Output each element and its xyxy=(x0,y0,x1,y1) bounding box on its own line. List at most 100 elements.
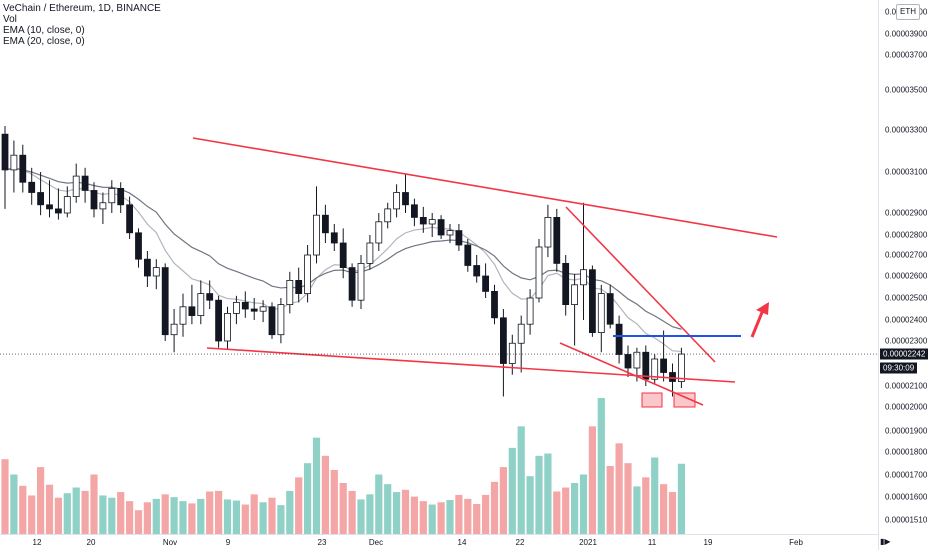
candle-body xyxy=(669,372,676,382)
volume-bar xyxy=(677,463,685,534)
wedge-upper-line xyxy=(565,206,716,363)
time-tick-label: 23 xyxy=(317,538,327,547)
volume-bar xyxy=(143,502,151,534)
volume-bar xyxy=(588,426,596,534)
volume-bar xyxy=(223,499,232,534)
volume-bar xyxy=(37,467,45,534)
eth-currency-badge[interactable]: ETH xyxy=(896,4,920,20)
price-tick-label: 0.00002000 xyxy=(885,402,928,412)
volume-bar xyxy=(535,455,543,534)
volume-bar xyxy=(410,496,418,534)
time-tick-label: 9 xyxy=(225,538,231,547)
volume-bar xyxy=(1,459,9,534)
volume-bar xyxy=(90,474,98,534)
price-tick-label: 0.00001600 xyxy=(885,492,928,502)
volume-bar xyxy=(597,398,605,534)
candle-body xyxy=(72,175,80,198)
volume-bar xyxy=(482,494,490,534)
candle-body xyxy=(90,190,98,210)
candle-body xyxy=(624,354,632,369)
candle-body xyxy=(384,208,392,223)
candle-body xyxy=(321,214,329,234)
candle-body xyxy=(179,306,187,325)
price-tick-label: 0.00001800 xyxy=(885,447,928,457)
volume-bar xyxy=(633,486,641,534)
volume-bar xyxy=(553,491,561,534)
volume-bar xyxy=(437,502,445,534)
time-tick-label: 20 xyxy=(86,538,96,547)
legend-ema10[interactable]: EMA (10, close, 0) xyxy=(3,25,85,36)
tradingview-logo-icon: ▮▶ xyxy=(880,537,891,546)
candle-body xyxy=(99,202,107,210)
candle-body xyxy=(571,284,578,305)
price-tick-label: 0.00002400 xyxy=(885,315,928,325)
volume-bar xyxy=(446,500,454,534)
candle-body xyxy=(152,267,160,277)
price-axis[interactable]: 0.000041000.000039000.000037000.00003500… xyxy=(878,0,932,550)
price-tick-label: 0.00003300 xyxy=(885,125,928,135)
candle-body xyxy=(553,216,561,264)
volume-bar xyxy=(134,510,143,534)
candle-body xyxy=(491,290,498,319)
candle-body xyxy=(250,308,258,312)
candle-body xyxy=(544,216,552,248)
volume-bar xyxy=(366,494,374,534)
candle-body xyxy=(295,279,303,294)
volume-bar xyxy=(357,499,365,534)
candle-body xyxy=(562,262,570,305)
volume-bar xyxy=(624,463,632,534)
candle-body xyxy=(508,342,516,364)
price-chart[interactable] xyxy=(0,0,878,534)
price-tick-label: 0.00003900 xyxy=(885,29,928,39)
legend-symbol[interactable]: VeChain / Ethereum, 1D, BINANCE xyxy=(3,3,161,14)
candle-body xyxy=(660,358,667,373)
volume-bar xyxy=(72,487,80,534)
double-bottom-box-left xyxy=(641,392,663,408)
volume-bar xyxy=(277,505,285,534)
candle-body xyxy=(517,323,525,344)
volume-bar xyxy=(81,490,89,534)
candle-body xyxy=(366,242,374,264)
candle-body xyxy=(286,279,294,305)
candle-body xyxy=(55,208,62,214)
price-tick-label: 0.00003100 xyxy=(885,167,928,177)
time-tick-label: 22 xyxy=(515,538,525,547)
volume-bar xyxy=(312,437,321,534)
breakout-arrow-head xyxy=(756,302,769,315)
candle-body xyxy=(482,275,490,292)
candle-body xyxy=(277,304,285,336)
volume-bar xyxy=(241,504,249,534)
volume-bar xyxy=(455,494,463,534)
candle-body xyxy=(188,306,196,316)
candle-body xyxy=(348,267,356,301)
candle-body xyxy=(215,299,223,342)
candle-body xyxy=(1,133,9,171)
price-tick-label: 0.00001700 xyxy=(885,470,928,480)
price-tick-label: 0.00001510 xyxy=(885,515,928,525)
legend-vol[interactable]: Vol xyxy=(3,14,17,25)
candle-body xyxy=(464,244,472,266)
candle-body xyxy=(375,221,383,244)
volume-bar xyxy=(259,502,267,534)
volume-bar xyxy=(188,503,196,534)
legend-ema20[interactable]: EMA (20, close, 0) xyxy=(3,36,85,47)
candle-body xyxy=(10,154,18,171)
candle-body xyxy=(206,293,214,301)
double-bottom-box-right xyxy=(673,392,696,408)
candle-body xyxy=(446,230,454,236)
volume-bar xyxy=(393,492,401,534)
volume-bar xyxy=(473,503,481,534)
candle-body xyxy=(268,306,276,336)
candle-body xyxy=(499,317,507,364)
breakout-arrow-shaft xyxy=(750,309,765,338)
upper-channel-trendline xyxy=(192,137,778,238)
volume-bar xyxy=(660,484,668,534)
volume-bar xyxy=(152,498,160,534)
candle-body xyxy=(526,297,534,325)
candle-body xyxy=(135,232,142,260)
candle-body xyxy=(651,358,659,380)
volume-bar xyxy=(19,485,27,534)
time-axis[interactable]: 12 20 Nov 9 23 Dec 14 22 2021 11 19 Feb xyxy=(0,534,878,551)
candle-body xyxy=(597,293,605,334)
candle-body xyxy=(455,230,463,246)
